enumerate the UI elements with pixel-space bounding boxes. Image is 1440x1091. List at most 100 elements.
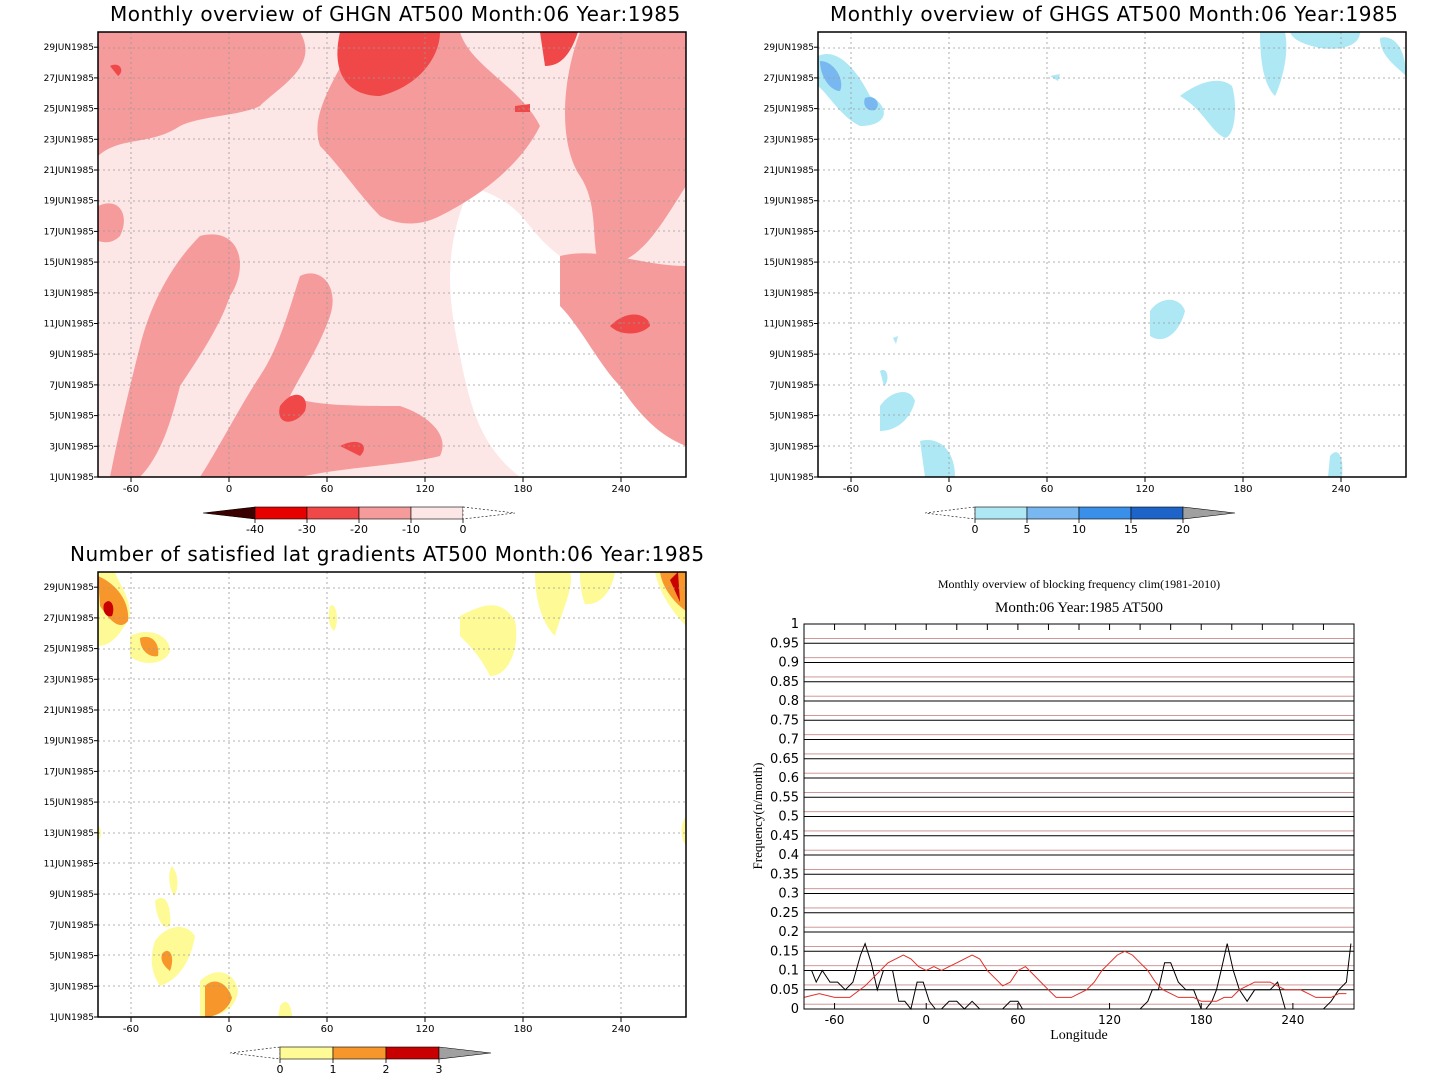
y-tick-label: 5JUN1985 (49, 952, 94, 962)
panel2-fill (818, 32, 1406, 477)
x-tick-label: 0 (226, 484, 232, 495)
freq-x-tick-label: 180 (1190, 1013, 1213, 1027)
panel3-colorbar: 0 1 2 3 (229, 1046, 492, 1076)
freq-x-tick-label: 0 (922, 1013, 930, 1027)
y-tick-label: 9JUN1985 (49, 890, 94, 900)
freq-title-line1: Monthly overview of blocking frequency c… (938, 577, 1220, 591)
y-tick-label: 29JUN1985 (44, 583, 94, 593)
y-tick-label: 15JUN1985 (44, 258, 94, 268)
y-tick-label: 23JUN1985 (44, 135, 94, 145)
y-tick-label: 29JUN1985 (44, 43, 94, 53)
panel3-map: 1JUN1985 3JUN1985 5JUN1985 7JUN1985 9JUN1985… (44, 571, 687, 1035)
freq-y-tick-label: 0.2 (778, 925, 799, 940)
freq-y-tick-label: 0.75 (770, 713, 799, 728)
freq-y-tick-label: 0.9 (778, 656, 799, 671)
freq-ylabel: Frequency(n/month) (750, 763, 765, 870)
freq-y-tick-label: 0.65 (770, 752, 799, 767)
x-tick-label: 0 (226, 1024, 232, 1035)
y-tick-label: 3JUN1985 (49, 982, 94, 992)
panel1-grid (98, 32, 686, 477)
y-tick-label: 11JUN1985 (44, 860, 94, 870)
x-tick-label: 180 (513, 1024, 532, 1035)
panel2-y-axis: 1JUN1985 3JUN1985 5JUN1985 7JUN1985 9JUN1985… (764, 43, 818, 483)
y-tick-label: 11JUN1985 (44, 320, 94, 330)
y-tick-label: 19JUN1985 (44, 197, 94, 207)
y-tick-label: 27JUN1985 (44, 614, 94, 624)
y-tick-label: 19JUN1985 (764, 197, 814, 207)
x-tick-label: 120 (415, 484, 434, 495)
y-tick-label: 17JUN1985 (44, 227, 94, 237)
panel1-map: 1JUN1985 3JUN1985 5JUN1985 7JUN1985 9JUN1985… (44, 31, 687, 495)
freq-y-tick-label: 0.95 (770, 636, 799, 651)
y-tick-label: 21JUN1985 (44, 166, 94, 176)
freq-grid (804, 623, 1355, 1010)
colorbar-tick-label: 3 (436, 1063, 443, 1076)
y-tick-label: 25JUN1985 (44, 105, 94, 115)
x-tick-label: 0 (946, 484, 952, 495)
freq-y-tick-label: 0.85 (770, 675, 799, 690)
x-tick-label: 60 (321, 484, 334, 495)
panel2-x-axis: -60 0 60 120 180 240 (843, 477, 1351, 495)
colorbar-tick-label: 15 (1124, 523, 1138, 536)
y-tick-label: 23JUN1985 (764, 135, 814, 145)
freq-frame (803, 623, 1355, 1010)
panel3-y-axis: 1JUN1985 3JUN1985 5JUN1985 7JUN1985 9JUN1985… (44, 583, 98, 1023)
y-tick-label: 15JUN1985 (764, 258, 814, 268)
y-tick-label: 15JUN1985 (44, 798, 94, 808)
freq-y-tick-label: 0.6 (778, 771, 799, 786)
x-tick-label: 240 (1331, 484, 1350, 495)
y-tick-label: 19JUN1985 (44, 737, 94, 747)
freq-y-tick-label: 0.8 (778, 694, 799, 709)
colorbar-tick-label: 5 (1024, 523, 1031, 536)
y-tick-label: 29JUN1985 (764, 43, 814, 53)
panel1-title: Monthly overview of GHGN AT500 Month:06 … (110, 2, 681, 26)
freq-y-tick-label: 0.1 (778, 964, 799, 979)
panel2-frame (817, 31, 1407, 478)
y-tick-label: 7JUN1985 (769, 381, 814, 391)
x-tick-label: 60 (321, 1024, 334, 1035)
panel2-grid (818, 32, 1406, 477)
panel2-colorbar: 0 5 10 15 20 (924, 506, 1236, 536)
y-tick-label: 1JUN1985 (769, 473, 814, 483)
y-tick-label: 23JUN1985 (44, 675, 94, 685)
panel1-fill (98, 32, 686, 477)
x-tick-label: 60 (1041, 484, 1054, 495)
panel3-title: Number of satisfied lat gradients AT500 … (70, 542, 705, 566)
colorbar-tick-label: 20 (1176, 523, 1190, 536)
y-tick-label: 9JUN1985 (769, 350, 814, 360)
y-tick-label: 13JUN1985 (44, 829, 94, 839)
panel3-x-axis: -60 0 60 120 180 240 (123, 1017, 631, 1035)
y-tick-label: 7JUN1985 (49, 921, 94, 931)
freq-y-tick-label: 0.3 (778, 887, 799, 902)
y-tick-label: 27JUN1985 (764, 74, 814, 84)
colorbar-tick-label: 2 (383, 1063, 390, 1076)
y-tick-label: 5JUN1985 (49, 412, 94, 422)
x-tick-label: 120 (1135, 484, 1154, 495)
panel2-map: 1JUN1985 3JUN1985 5JUN1985 7JUN1985 9JUN1985… (764, 31, 1407, 495)
freq-y-tick-label: 0.25 (770, 906, 799, 921)
panel1-colorbar: -40 -30 -20 -10 0 (202, 506, 516, 536)
panel1-frame (97, 31, 687, 478)
y-tick-label: 27JUN1985 (44, 74, 94, 84)
freq-x-tick-label: 120 (1098, 1013, 1121, 1027)
panel3-frame (97, 571, 687, 1018)
freq-y-tick-label: 0.35 (770, 867, 799, 882)
x-tick-label: 180 (1233, 484, 1252, 495)
freq-y-tick-label: 0.7 (778, 733, 799, 748)
freq-series-line (804, 942, 1352, 1011)
y-tick-label: 3JUN1985 (769, 442, 814, 452)
freq-series-line (803, 950, 1347, 1002)
colorbar-tick-label: -40 (246, 523, 264, 536)
freq-y-tick-label: 0.45 (770, 829, 799, 844)
colorbar-tick-label: 10 (1072, 523, 1086, 536)
freq-title-line2: Month:06 Year:1985 AT500 (995, 600, 1163, 616)
y-tick-label: 25JUN1985 (764, 105, 814, 115)
y-tick-label: 1JUN1985 (49, 473, 94, 483)
x-tick-label: 240 (611, 1024, 630, 1035)
x-tick-label: 180 (513, 484, 532, 495)
freq-y-axis: 0 0.05 0.1 0.15 0.2 0.25 0.3 0.35 0.4 0.45 0.5 0.55… (770, 617, 799, 1017)
panel1-x-axis: -60 0 60 120 180 240 (123, 477, 631, 495)
colorbar-tick-label: 1 (330, 1063, 337, 1076)
y-tick-label: 13JUN1985 (764, 289, 814, 299)
panel3-grid (98, 572, 686, 1017)
